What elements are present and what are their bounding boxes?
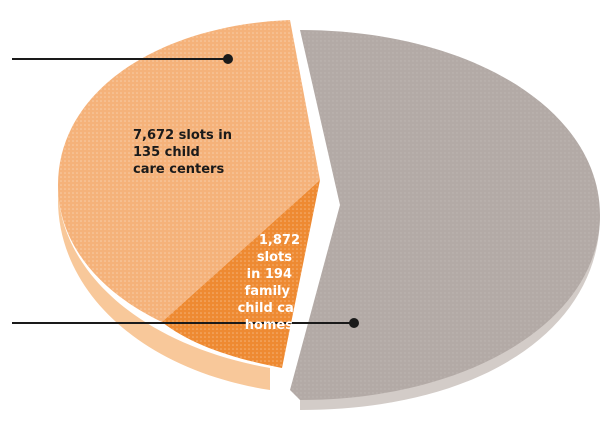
label-homes: 1,872 slots in 194 family child care hom… <box>238 233 310 333</box>
pie-slice-remainder-texture <box>290 30 600 400</box>
label-homes-line-3: in 194 <box>247 267 292 282</box>
pie-slice-homes-texture <box>162 180 320 368</box>
label-centers-line-3: care centers <box>133 162 224 177</box>
leader-dot-homes <box>349 318 359 328</box>
pie-slice-centers-texture <box>58 20 320 322</box>
label-homes-line-4: family <box>245 284 291 299</box>
label-homes-line-5: child care <box>238 301 310 316</box>
leader-dot-centers <box>223 54 233 64</box>
label-homes-line-2: slots <box>257 250 292 265</box>
pie-slice-orange-side <box>58 185 270 390</box>
label-homes-line-6: homes <box>245 318 294 333</box>
label-centers-line-1: 7,672 slots in <box>133 128 232 143</box>
label-homes-line-1: 1,872 <box>259 233 300 248</box>
label-centers-line-2: 135 child <box>133 145 200 160</box>
label-centers: 7,672 slots in 135 child care centers <box>133 128 232 177</box>
